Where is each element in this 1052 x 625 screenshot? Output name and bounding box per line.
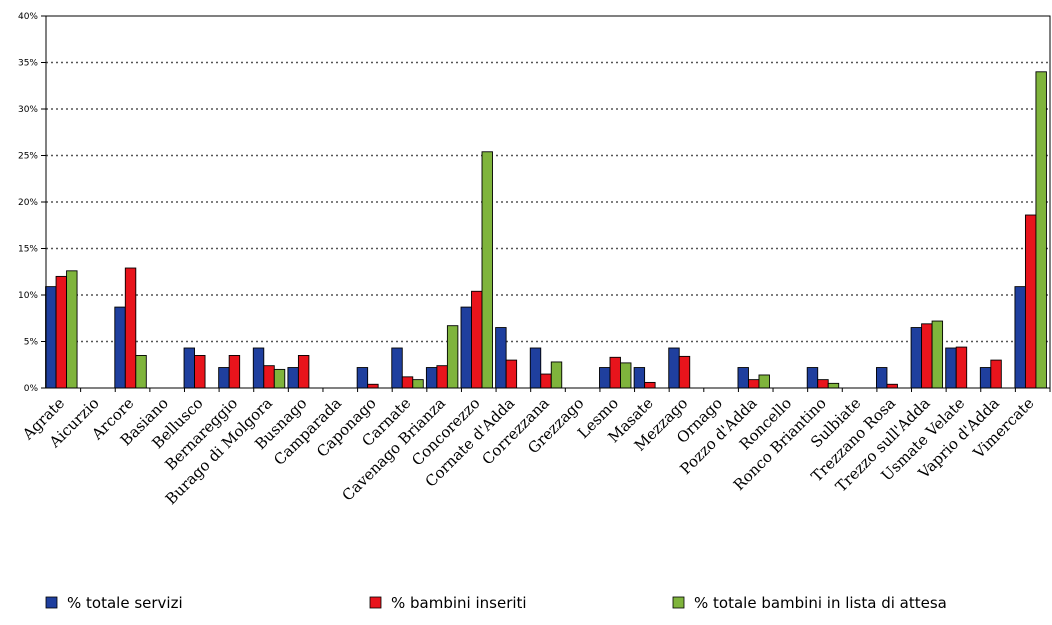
bar-1-bellusco — [183, 347, 195, 389]
bar-3-cavenago-brianza — [446, 325, 459, 389]
x-tick-labels: AgrateAicurzioArcoreBasianoBelluscoBerna… — [18, 388, 1051, 508]
gridlines — [41, 15, 1050, 389]
bar-1-burago-di-molgora — [252, 347, 265, 389]
bar-3-concorezzo — [481, 151, 493, 389]
y-tick-label: 15% — [18, 245, 38, 255]
bar-2-burago-di-molgora — [263, 365, 275, 389]
bar-1-carnate — [391, 347, 403, 389]
bar-2-caponago — [367, 383, 379, 389]
bar-2-correzzana — [540, 373, 552, 389]
bar-3-agrate — [66, 270, 78, 389]
bar-2-usmate-velate — [955, 346, 968, 389]
bar-3-correzzana — [550, 361, 563, 389]
bar-2-agrate — [55, 275, 68, 389]
bar-1-mezzago — [668, 347, 680, 389]
bar-1-bernareggio — [218, 367, 230, 389]
bar-3-lesmo — [620, 362, 632, 389]
bar-2-mezzago — [678, 355, 691, 389]
bar-1-trezzo-sull-adda — [910, 327, 923, 389]
y-tick-labels: 0% 5% 10% 15% 20% 25% 30% 35% 40% — [18, 12, 38, 394]
bar-2-cornate-d-adda — [505, 359, 518, 389]
bar-3-burago-di-molgora — [273, 368, 286, 389]
bar-2-trezzano-rosa — [886, 383, 898, 389]
bar-2-vaprio-d-adda — [990, 359, 1002, 389]
y-tick-label: 20% — [18, 198, 38, 208]
y-tick-label: 40% — [18, 12, 38, 22]
bar-3-pozzo-d-adda — [758, 374, 770, 389]
bar-1-usmate-velate — [945, 347, 957, 389]
bar-2-lesmo — [609, 356, 621, 389]
bar-2-bernareggio — [228, 355, 241, 389]
bar-2-cavenago-brianza — [436, 365, 448, 389]
bar-2-masate — [644, 381, 656, 389]
bar-1-masate — [633, 367, 646, 389]
y-tick-label: 25% — [18, 152, 38, 162]
bar-2-pozzo-d-adda — [748, 379, 760, 389]
bar-3-trezzo-sull-adda — [931, 320, 944, 389]
bar-1-pozzo-d-adda — [737, 367, 749, 389]
bar-1-vaprio-d-adda — [979, 367, 992, 389]
bar-2-arcore — [124, 267, 137, 389]
bar-2-busnago — [297, 355, 310, 389]
bar-2-vimercate — [1024, 214, 1037, 389]
bar-2-ronco-briantino — [817, 379, 829, 389]
bar-1-trezzano-rosa — [876, 367, 888, 389]
y-tick-label: 0% — [24, 384, 39, 394]
bar-1-ronco-briantino — [806, 367, 819, 389]
bars — [45, 71, 1047, 389]
bar-2-bellusco — [194, 355, 206, 389]
y-tick-label: 5% — [24, 338, 39, 348]
y-tick-label: 35% — [18, 59, 38, 69]
bar-2-concorezzo — [471, 290, 483, 389]
bar-1-caponago — [356, 367, 369, 389]
bar-1-agrate — [45, 286, 57, 389]
legend-label: % bambini inseriti — [391, 594, 527, 612]
bar-1-busnago — [287, 367, 299, 389]
bar-3-arcore — [135, 355, 147, 389]
legend-swatch — [369, 596, 382, 609]
legend-label: % totale servizi — [67, 594, 183, 612]
y-tick-label: 10% — [18, 291, 38, 301]
bar-1-vimercate — [1014, 286, 1026, 389]
legend: % totale servizi % bambini inseriti % tota… — [45, 594, 947, 612]
bar-1-arcore — [114, 306, 126, 389]
bar-3-vimercate — [1035, 71, 1047, 389]
legend-swatch — [45, 596, 58, 609]
bar-2-carnate — [401, 376, 414, 389]
axes — [45, 15, 1051, 389]
bar-3-carnate — [412, 379, 424, 389]
bar-1-concorezzo — [460, 306, 472, 389]
bar-1-cornate-d-adda — [495, 327, 507, 389]
legend-label: % totale bambini in lista di attesa — [694, 594, 947, 612]
bar-1-correzzana — [529, 347, 542, 389]
bar-3-ronco-briantino — [827, 382, 840, 389]
bar-1-lesmo — [599, 367, 611, 389]
bar-1-cavenago-brianza — [425, 367, 438, 389]
legend-swatch — [672, 596, 685, 609]
bar-2-trezzo-sull-adda — [921, 323, 933, 389]
y-tick-label: 30% — [18, 105, 38, 115]
plot-frame — [45, 15, 1051, 389]
